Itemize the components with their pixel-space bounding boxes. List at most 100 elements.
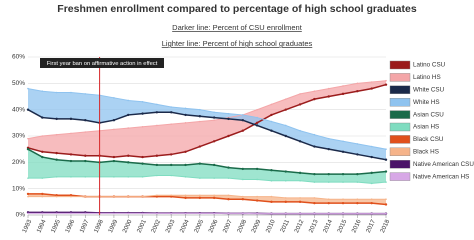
- point: [327, 87, 330, 90]
- point: [299, 179, 301, 182]
- point: [213, 177, 215, 179]
- point: [327, 147, 330, 151]
- line: [27, 83, 387, 158]
- point: [384, 170, 388, 173]
- point: [255, 199, 259, 202]
- point: [70, 91, 72, 94]
- point: [113, 97, 115, 99]
- point: [41, 155, 44, 159]
- point: [113, 212, 115, 215]
- point: [141, 125, 144, 128]
- y-tick-label: 40%: [12, 106, 25, 113]
- point: [327, 95, 330, 98]
- x-tick-label: 2009: [250, 218, 262, 234]
- subtitle: Lighter line: Percent of high school gra…: [162, 39, 313, 48]
- point: [184, 150, 187, 153]
- point: [356, 90, 359, 93]
- point: [242, 212, 244, 215]
- point: [127, 176, 130, 178]
- point: [27, 137, 29, 140]
- point: [313, 197, 316, 199]
- point: [270, 195, 273, 198]
- point: [184, 196, 187, 200]
- point: [184, 113, 187, 117]
- point: [256, 195, 258, 198]
- point: [241, 198, 244, 201]
- y-tick-label: 60%: [12, 54, 25, 61]
- point: [213, 119, 215, 121]
- point: [227, 198, 230, 201]
- point: [156, 103, 158, 106]
- point: [55, 151, 58, 155]
- point: [356, 198, 359, 200]
- point: [356, 143, 359, 145]
- legend-label: White HS: [413, 99, 440, 106]
- point: [184, 176, 187, 178]
- point: [155, 195, 159, 198]
- point: [298, 200, 302, 204]
- x-tick-label: 2010: [265, 218, 277, 234]
- point: [385, 148, 387, 150]
- point: [55, 91, 58, 94]
- line: [27, 148, 387, 175]
- point: [342, 85, 344, 87]
- legend-label: Native American HS: [413, 173, 469, 180]
- point: [298, 140, 302, 143]
- point: [313, 172, 316, 176]
- legend-swatch: [389, 60, 411, 70]
- point: [284, 98, 287, 100]
- point: [156, 194, 158, 197]
- point: [27, 195, 29, 198]
- point: [356, 201, 359, 205]
- point: [241, 129, 244, 132]
- point: [69, 194, 73, 197]
- point: [341, 92, 345, 96]
- x-tick-label: 2011: [279, 218, 291, 234]
- point: [70, 195, 72, 198]
- point: [270, 212, 273, 215]
- point: [55, 212, 58, 215]
- x-tick-label: 1999: [107, 218, 119, 234]
- line: [27, 88, 387, 150]
- line: [27, 109, 387, 161]
- point: [270, 179, 273, 182]
- point: [227, 212, 230, 215]
- point: [84, 93, 87, 95]
- point: [141, 162, 144, 165]
- point: [55, 117, 58, 121]
- point: [284, 212, 287, 215]
- legend-swatch: [389, 73, 411, 82]
- legend-label: White CSU: [413, 86, 445, 93]
- point: [313, 181, 316, 183]
- point: [70, 132, 72, 135]
- legend-swatch: [389, 97, 411, 107]
- point: [356, 212, 359, 215]
- y-tick-label: 10%: [12, 185, 25, 192]
- point: [199, 108, 201, 111]
- point: [141, 100, 144, 103]
- subtitle: Darker line: Percent of CSU enrollment: [172, 23, 303, 32]
- point: [41, 195, 44, 198]
- legend-swatch: [389, 85, 411, 95]
- point: [213, 111, 215, 114]
- point: [342, 140, 344, 143]
- point: [26, 192, 30, 196]
- point: [127, 127, 130, 129]
- legend-label: Black CSU: [413, 136, 444, 143]
- x-tick-label: 2007: [222, 218, 234, 234]
- point: [41, 90, 44, 93]
- point: [370, 182, 373, 185]
- point: [341, 172, 345, 176]
- point: [227, 166, 230, 169]
- legend-label: Black HS: [413, 148, 439, 155]
- point: [356, 172, 359, 176]
- point: [170, 153, 173, 156]
- point: [170, 111, 173, 114]
- point: [270, 129, 273, 132]
- point: [69, 153, 73, 156]
- point: [327, 137, 330, 140]
- point: [84, 212, 87, 215]
- x-tick-label: 1998: [93, 218, 105, 234]
- x-tick-label: 1997: [78, 218, 90, 234]
- point: [385, 198, 387, 200]
